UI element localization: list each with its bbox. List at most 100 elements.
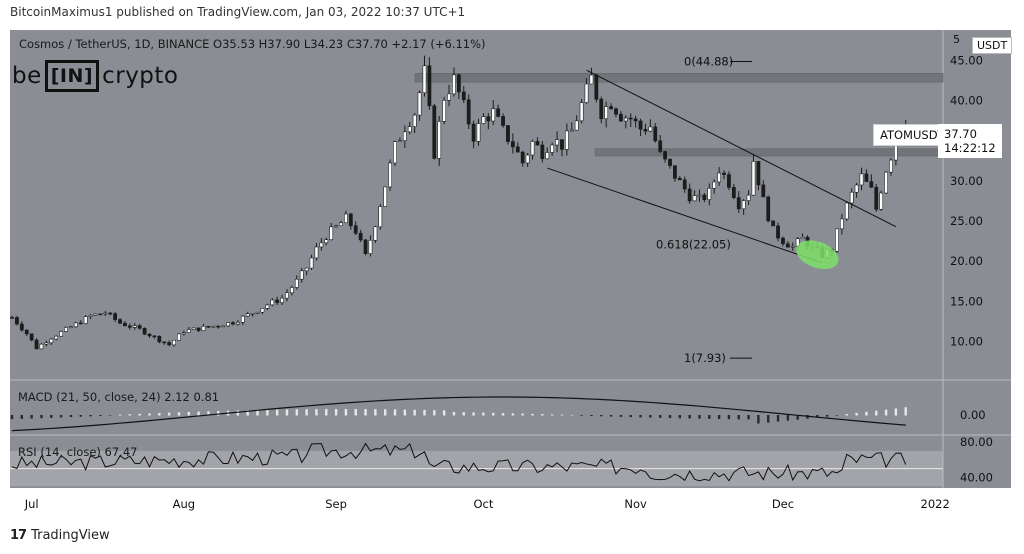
candle bbox=[869, 181, 874, 188]
candle bbox=[633, 118, 638, 122]
macd-histogram-bar bbox=[757, 415, 760, 424]
candle bbox=[643, 128, 648, 132]
candle bbox=[638, 120, 643, 130]
candle bbox=[19, 323, 24, 331]
macd-histogram-bar bbox=[217, 410, 220, 416]
candle bbox=[93, 313, 98, 316]
x-tick-label: Sep bbox=[325, 497, 347, 511]
candle bbox=[515, 146, 520, 153]
macd-histogram-bar bbox=[325, 409, 328, 416]
candle bbox=[113, 313, 118, 320]
price-tick-label: 30.00 bbox=[950, 174, 983, 188]
candle bbox=[398, 140, 402, 143]
x-tick-label: Dec bbox=[772, 497, 794, 511]
candle bbox=[682, 179, 687, 190]
macd-histogram-bar bbox=[305, 409, 308, 416]
candle bbox=[545, 152, 550, 160]
candle bbox=[260, 308, 265, 313]
macd-histogram-bar bbox=[580, 415, 583, 416]
chart-frame[interactable]: 0(44.88) 0.618(22.05) 1(7.93) 10.00 15.00 20.… bbox=[10, 30, 1013, 511]
trendline bbox=[586, 69, 897, 228]
macd-histogram-bar bbox=[904, 407, 907, 416]
macd-legend: MACD (21, 50, close, 24) 2.12 0.81 bbox=[18, 390, 220, 404]
candle bbox=[717, 172, 722, 183]
candle bbox=[280, 297, 284, 303]
logo-box: [IN] bbox=[44, 60, 100, 92]
rsi-legend: RSI (14, close) 67.47 bbox=[18, 445, 138, 459]
candle bbox=[687, 188, 692, 202]
candle bbox=[294, 278, 299, 288]
macd-histogram-bar bbox=[560, 414, 564, 416]
candle bbox=[216, 325, 221, 328]
candle bbox=[677, 178, 682, 181]
symbol-legend: Cosmos / TetherUS, 1D, BINANCE O35.53 H3… bbox=[19, 37, 486, 51]
macd-histogram-bar bbox=[275, 409, 279, 416]
candle bbox=[589, 74, 594, 85]
macd-histogram-bar bbox=[806, 415, 809, 419]
macd-histogram-bar bbox=[20, 415, 24, 419]
publisher-caption: BitcoinMaximus1 published on TradingView… bbox=[10, 5, 466, 19]
macd-histogram-bar bbox=[590, 415, 593, 417]
macd-histogram-bar bbox=[138, 413, 141, 416]
candle bbox=[864, 173, 869, 182]
macd-histogram-bar bbox=[315, 409, 318, 416]
candle bbox=[889, 159, 893, 173]
macd-histogram-bar bbox=[246, 410, 249, 416]
candle bbox=[839, 218, 844, 230]
candle bbox=[510, 141, 515, 148]
candle bbox=[299, 270, 304, 280]
candle bbox=[835, 228, 839, 252]
candle bbox=[142, 327, 147, 335]
candle bbox=[530, 141, 535, 156]
trendline bbox=[547, 167, 823, 264]
candle bbox=[692, 195, 697, 202]
macd-histogram-bar bbox=[708, 415, 711, 419]
candle bbox=[540, 144, 545, 160]
macd-histogram-bar bbox=[423, 409, 426, 416]
candle bbox=[59, 331, 64, 337]
macd-histogram-bar bbox=[639, 415, 642, 418]
candle bbox=[741, 200, 746, 210]
candle bbox=[123, 322, 127, 327]
candle bbox=[344, 213, 348, 224]
candle bbox=[663, 151, 668, 160]
candle bbox=[314, 246, 319, 259]
macd-histogram-bar bbox=[482, 412, 485, 416]
candle bbox=[157, 335, 162, 343]
x-tick-label: Nov bbox=[624, 497, 647, 511]
candle bbox=[304, 267, 309, 272]
candle bbox=[766, 196, 771, 222]
candle bbox=[658, 140, 663, 152]
candle bbox=[353, 225, 358, 234]
price-tick-label: 10.00 bbox=[950, 334, 983, 348]
macd-histogram-bar bbox=[413, 409, 416, 416]
chart-canvas[interactable]: 0(44.88) 0.618(22.05) 1(7.93) 10.00 15.00 20.… bbox=[10, 30, 1011, 511]
candle bbox=[73, 322, 78, 328]
macd-histogram-bar bbox=[796, 415, 799, 420]
beincrypto-logo: be [IN] crypto bbox=[12, 60, 179, 92]
candle bbox=[373, 226, 378, 241]
candle bbox=[147, 333, 152, 337]
candle bbox=[653, 126, 658, 142]
price-tick-label: 40.00 bbox=[950, 94, 983, 108]
currency-unit-button[interactable]: USDT bbox=[972, 37, 1013, 54]
macd-histogram-bar bbox=[69, 415, 73, 418]
candle bbox=[69, 326, 73, 329]
candle bbox=[393, 141, 397, 164]
candle bbox=[432, 105, 437, 159]
logo-post: crypto bbox=[102, 63, 179, 89]
macd-histogram-bar bbox=[737, 415, 740, 420]
candle bbox=[535, 141, 540, 146]
candle bbox=[309, 257, 314, 269]
candle bbox=[388, 162, 393, 188]
candle bbox=[127, 325, 132, 328]
rsi-line bbox=[11, 442, 907, 482]
candle bbox=[270, 299, 275, 306]
price-tick-label: 15.00 bbox=[950, 294, 983, 308]
macd-histogram-bar bbox=[747, 415, 750, 420]
macd-histogram-bar bbox=[167, 412, 171, 416]
candle bbox=[731, 187, 736, 198]
macd-histogram-bar bbox=[118, 414, 122, 416]
rsi-tick-label: 40.00 bbox=[960, 470, 993, 484]
macd-histogram-bar bbox=[158, 413, 161, 416]
